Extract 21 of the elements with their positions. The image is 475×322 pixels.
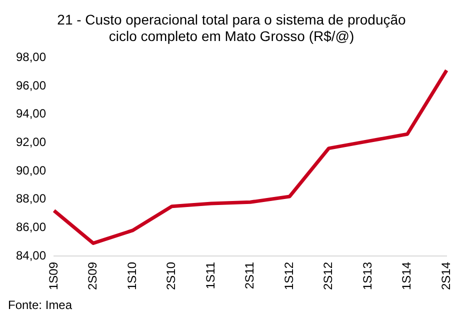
x-tick-label: 2S11 [242,262,257,290]
y-tick-label: 84,00 [16,248,46,262]
source-note: Fonte: Imea [8,298,74,312]
x-tick-label: 2S12 [321,262,336,290]
y-tick-label: 88,00 [16,192,46,206]
x-tick-label: 1S14 [400,262,414,290]
y-tick-label: 90,00 [16,163,46,178]
y-tick-label: 96,00 [16,78,46,92]
y-tick-label: 94,00 [16,106,46,121]
y-tick-label: 98,00 [16,50,46,64]
x-tick-label: 2S10 [164,262,178,290]
x-tick-label: 2S09 [86,262,100,290]
y-tick-label: 86,00 [16,220,46,234]
x-tick-label: 1S10 [124,262,139,290]
x-tick-label: 1S12 [282,262,296,290]
x-tick-label: 1S09 [46,262,60,290]
chart-title: 21 - Custo operacional total para o sistema de produção ciclo completo em Mato Grosso (R$/@) [57,11,406,44]
y-tick-label: 92,00 [16,134,46,149]
x-tick-label: 2S14 [438,262,453,290]
x-tick-label: 1S13 [360,262,374,290]
x-tick-label: 1S11 [203,262,218,290]
